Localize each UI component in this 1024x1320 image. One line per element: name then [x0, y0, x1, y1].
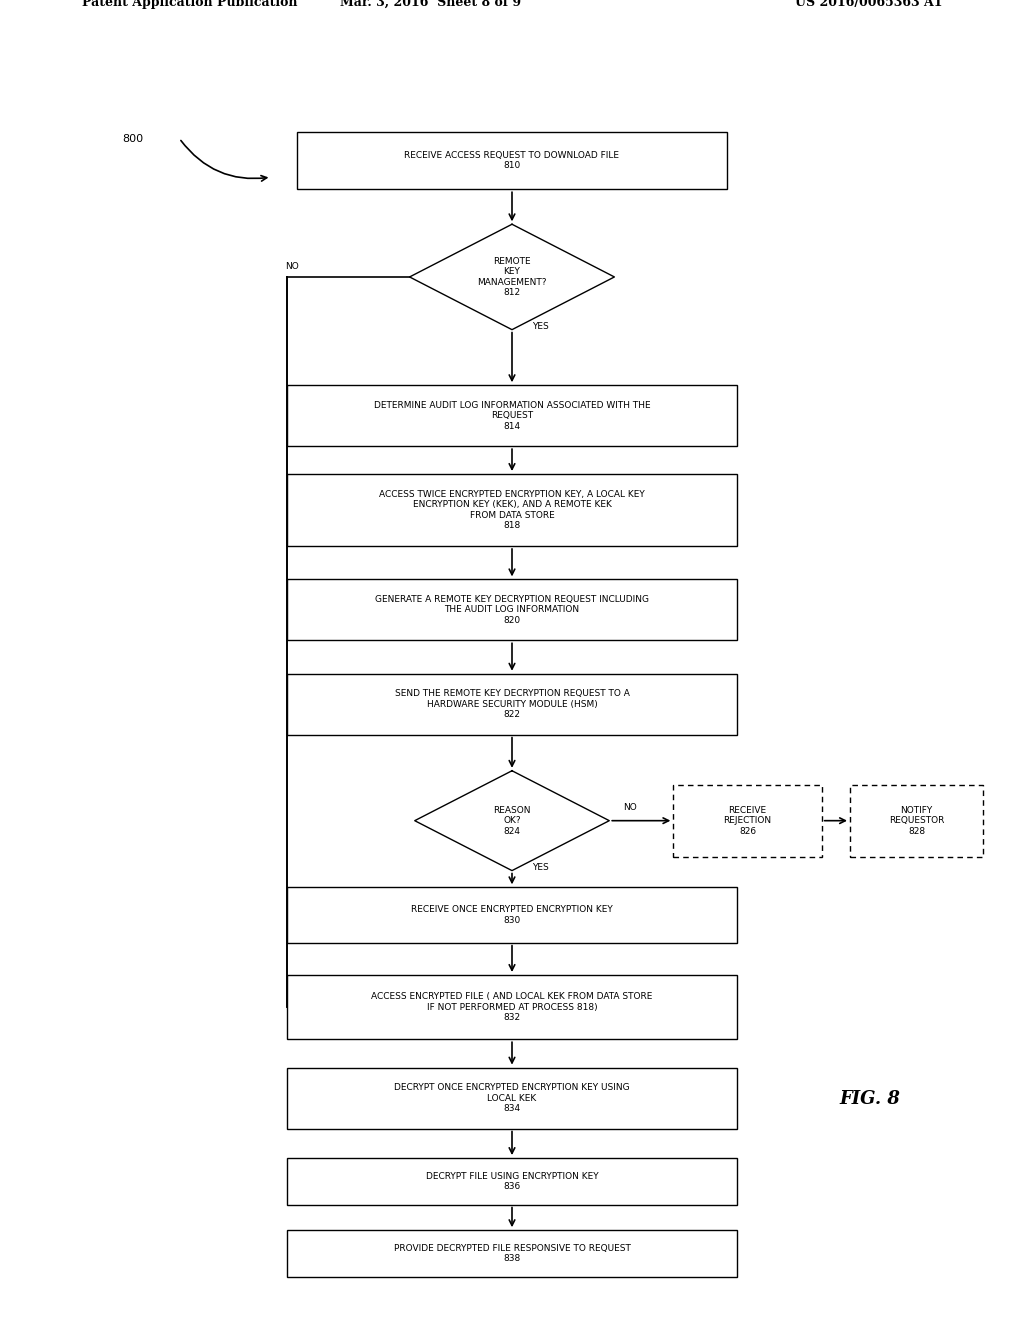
Text: US 2016/0065363 A1: US 2016/0065363 A1 — [795, 0, 942, 9]
Text: YES: YES — [532, 322, 549, 331]
Text: 800: 800 — [122, 133, 143, 144]
Text: NOTIFY
REQUESTOR
828: NOTIFY REQUESTOR 828 — [889, 805, 944, 836]
Text: ACCESS TWICE ENCRYPTED ENCRYPTION KEY, A LOCAL KEY
ENCRYPTION KEY (KEK), AND A R: ACCESS TWICE ENCRYPTED ENCRYPTION KEY, A… — [379, 490, 645, 531]
FancyBboxPatch shape — [287, 1230, 737, 1276]
FancyBboxPatch shape — [287, 887, 737, 942]
FancyBboxPatch shape — [287, 579, 737, 640]
Text: RECEIVE ONCE ENCRYPTED ENCRYPTION KEY
830: RECEIVE ONCE ENCRYPTED ENCRYPTION KEY 83… — [411, 906, 613, 925]
Text: YES: YES — [532, 863, 549, 871]
Text: DECRYPT FILE USING ENCRYPTION KEY
836: DECRYPT FILE USING ENCRYPTION KEY 836 — [426, 1172, 598, 1191]
FancyBboxPatch shape — [287, 975, 737, 1039]
Text: ACCESS ENCRYPTED FILE ( AND LOCAL KEK FROM DATA STORE
IF NOT PERFORMED AT PROCES: ACCESS ENCRYPTED FILE ( AND LOCAL KEK FR… — [372, 993, 652, 1022]
Text: NO: NO — [623, 803, 637, 812]
FancyBboxPatch shape — [287, 1158, 737, 1205]
Text: DETERMINE AUDIT LOG INFORMATION ASSOCIATED WITH THE
REQUEST
814: DETERMINE AUDIT LOG INFORMATION ASSOCIAT… — [374, 401, 650, 430]
Text: GENERATE A REMOTE KEY DECRYPTION REQUEST INCLUDING
THE AUDIT LOG INFORMATION
820: GENERATE A REMOTE KEY DECRYPTION REQUEST… — [375, 595, 649, 624]
Text: Mar. 3, 2016  Sheet 8 of 9: Mar. 3, 2016 Sheet 8 of 9 — [340, 0, 520, 9]
FancyBboxPatch shape — [287, 673, 737, 735]
FancyBboxPatch shape — [287, 1068, 737, 1129]
Text: SEND THE REMOTE KEY DECRYPTION REQUEST TO A
HARDWARE SECURITY MODULE (HSM)
822: SEND THE REMOTE KEY DECRYPTION REQUEST T… — [394, 689, 630, 719]
Text: NO: NO — [285, 263, 299, 272]
Text: REMOTE
KEY
MANAGEMENT?
812: REMOTE KEY MANAGEMENT? 812 — [477, 257, 547, 297]
FancyBboxPatch shape — [287, 474, 737, 546]
Text: DECRYPT ONCE ENCRYPTED ENCRYPTION KEY USING
LOCAL KEK
834: DECRYPT ONCE ENCRYPTED ENCRYPTION KEY US… — [394, 1084, 630, 1113]
Text: REASON
OK?
824: REASON OK? 824 — [494, 805, 530, 836]
Text: RECEIVE ACCESS REQUEST TO DOWNLOAD FILE
810: RECEIVE ACCESS REQUEST TO DOWNLOAD FILE … — [404, 150, 620, 170]
FancyBboxPatch shape — [674, 784, 821, 857]
Text: PROVIDE DECRYPTED FILE RESPONSIVE TO REQUEST
838: PROVIDE DECRYPTED FILE RESPONSIVE TO REQ… — [393, 1243, 631, 1263]
FancyBboxPatch shape — [850, 784, 983, 857]
Text: Patent Application Publication: Patent Application Publication — [82, 0, 297, 9]
FancyBboxPatch shape — [297, 132, 727, 189]
Text: RECEIVE
REJECTION
826: RECEIVE REJECTION 826 — [724, 805, 771, 836]
Text: FIG. 8: FIG. 8 — [840, 1090, 900, 1109]
FancyBboxPatch shape — [287, 385, 737, 446]
